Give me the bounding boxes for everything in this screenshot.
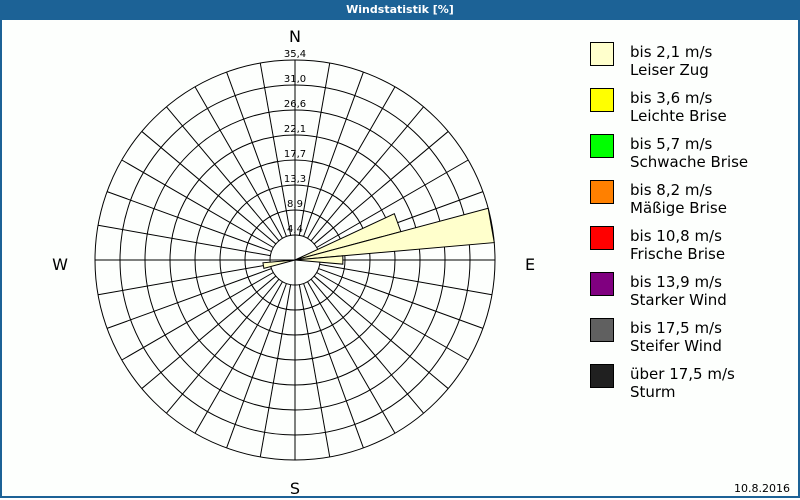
spoke [226,283,287,449]
spoke [141,131,277,245]
legend-text: bis 10,8 m/s Frische Brise [630,227,725,263]
window-title: Windstatistik [%] [0,0,800,20]
spoke [121,159,274,248]
legend-name: Frische Brise [630,245,726,263]
legend-swatch [590,364,614,388]
spoke [310,278,424,414]
spoke [106,268,272,329]
date-label: 10.8.2016 [734,482,790,495]
legend-speed: bis 10,8 m/s [630,227,722,245]
ring-label: 35,4 [284,49,306,60]
legend-name: Mäßige Brise [630,199,727,217]
sector-80 [294,207,495,261]
legend-swatch [590,42,614,66]
legend-swatch [590,134,614,158]
spoke [194,281,283,434]
legend-text: bis 5,7 m/s Schwache Brise [630,135,748,171]
spoke [307,281,396,434]
sector-260 [262,259,296,269]
legend-speed: bis 5,7 m/s [630,135,713,153]
ring-label: 22,1 [284,124,306,135]
ring [194,159,396,361]
legend-swatch [590,272,614,296]
spoke [121,272,274,361]
spoke [141,275,277,389]
spoke [259,62,292,236]
spoke [298,62,331,236]
legend-name: Leiser Zug [630,61,709,79]
legend-text: bis 17,5 m/s Steifer Wind [630,319,722,355]
spoke [307,86,396,239]
legend-speed: bis 3,6 m/s [630,89,713,107]
spoke [316,159,469,248]
spoke [298,284,331,458]
spoke [313,275,449,389]
ring-label: 17,7 [284,149,306,160]
spoke [316,272,469,361]
legend-speed: bis 17,5 m/s [630,319,722,337]
spoke [303,71,364,237]
direction-s: S [290,479,300,498]
spoke [166,106,280,242]
legend-name: Sturm [630,383,676,401]
legend-swatch [590,226,614,250]
legend-name: Schwache Brise [630,153,749,171]
ring-label: 31,0 [284,74,306,85]
direction-n: N [289,27,301,46]
ring [94,59,496,461]
spoke [310,106,424,242]
spoke [318,268,484,329]
legend-name: Starker Wind [630,291,727,309]
ring-label: 8,9 [287,199,303,210]
ring [219,184,371,336]
spoke [97,224,271,257]
ring [119,84,471,436]
legend-text: bis 2,1 m/s Leiser Zug [630,43,712,79]
ring [244,209,346,311]
legend-text: über 17,5 m/s Sturm [630,365,735,401]
legend-speed: bis 2,1 m/s [630,43,713,61]
spoke [194,86,283,239]
spoke [313,131,449,245]
spoke [226,71,287,237]
legend-swatch [590,318,614,342]
ring-label: 4,4 [287,224,303,235]
legend-text: bis 13,9 m/s Starker Wind [630,273,727,309]
legend-swatch [590,88,614,112]
legend-text: bis 3,6 m/s Leichte Brise [630,89,727,125]
legend-speed: bis 8,2 m/s [630,181,713,199]
spoke [319,263,493,296]
direction-e: E [525,255,535,274]
legend-swatch [590,180,614,204]
spoke [259,284,292,458]
legend-speed: über 17,5 m/s [630,365,735,383]
sector-90 [294,255,344,265]
direction-w: W [52,255,68,274]
legend-speed: bis 13,9 m/s [630,273,722,291]
legend-name: Leichte Brise [630,107,727,125]
ring-label: 13,3 [284,174,306,185]
spoke [166,278,280,414]
ring [169,134,421,386]
legend-text: bis 8,2 m/s Mäßige Brise [630,181,727,217]
ring [144,109,446,411]
spoke [106,191,272,252]
spoke [303,283,364,449]
legend-name: Steifer Wind [630,337,722,355]
spoke [97,263,271,296]
ring-label: 26,6 [284,99,306,110]
